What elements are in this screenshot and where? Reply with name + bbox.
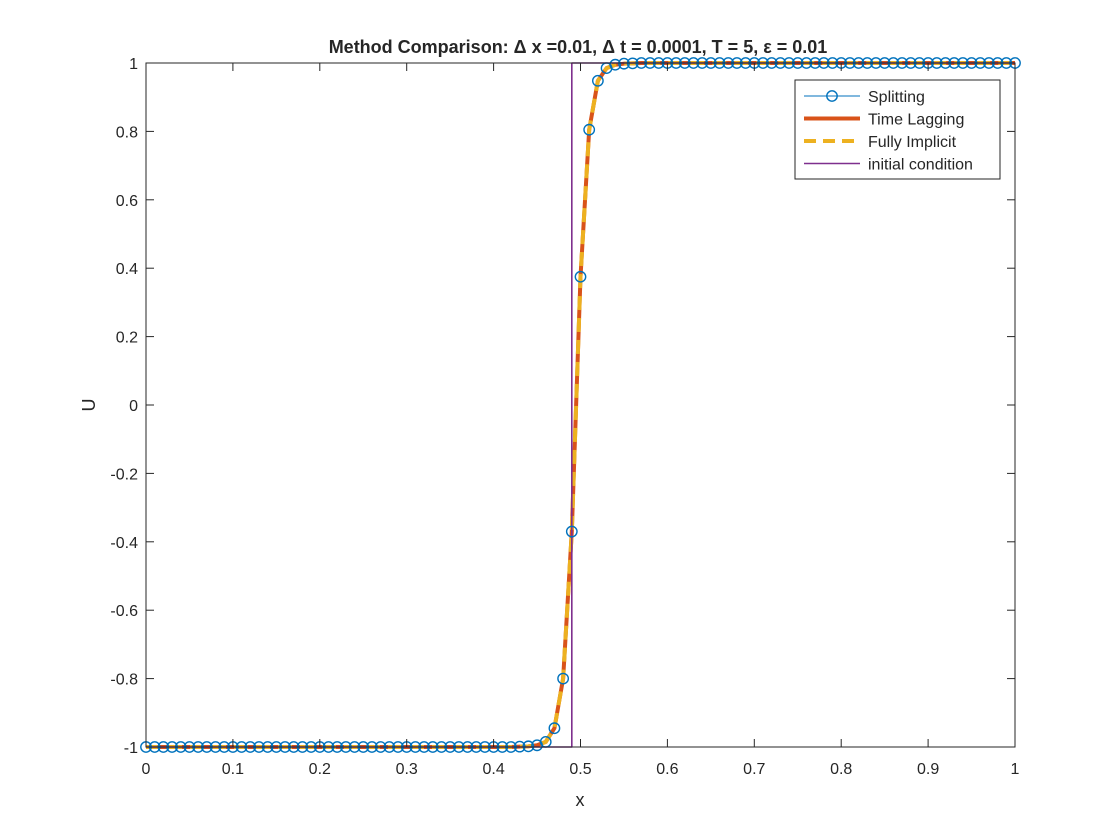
legend-items: Splitting Time Lagging Fully Implicit initi… bbox=[804, 89, 973, 174]
y-tick-label: -0.4 bbox=[110, 535, 138, 552]
y-tick-label: 0 bbox=[129, 398, 138, 415]
data-point bbox=[557, 672, 570, 685]
y-tick-label: 0.4 bbox=[116, 261, 138, 278]
legend-item: Splitting bbox=[804, 89, 925, 106]
y-tick-label: 1 bbox=[129, 56, 138, 73]
y-tick-label: -0.8 bbox=[110, 672, 138, 689]
legend-label: initial condition bbox=[868, 157, 973, 174]
legend-item: Time Lagging bbox=[804, 112, 964, 129]
x-tick-label: 0.8 bbox=[830, 761, 852, 778]
x-tick-label: 0.2 bbox=[309, 761, 331, 778]
y-tick-label: -1 bbox=[124, 740, 138, 757]
x-tick-label: 0.6 bbox=[656, 761, 678, 778]
x-tick-label: 0 bbox=[142, 761, 151, 778]
y-tick-label: 0.6 bbox=[116, 193, 138, 210]
data-point bbox=[591, 74, 604, 87]
y-axis-label: U bbox=[79, 399, 99, 412]
data-point bbox=[618, 57, 630, 70]
legend: Splitting Time Lagging Fully Implicit initi… bbox=[794, 79, 1001, 180]
data-point bbox=[565, 525, 578, 538]
y-tick-label: -0.2 bbox=[110, 466, 138, 483]
x-tick-label: 0.5 bbox=[569, 761, 591, 778]
y-tick-label: -0.6 bbox=[110, 603, 138, 620]
data-point bbox=[609, 58, 622, 71]
x-tick-label: 0.1 bbox=[222, 761, 244, 778]
ticks-layer: 0 0.1 0.2 0.3 0.4 0.5 0.6 0.7 0.8 0.9 1 -1 -0.8 -0.6 -… bbox=[110, 56, 1019, 778]
data-point bbox=[583, 123, 596, 136]
x-tick-label: 0.3 bbox=[396, 761, 418, 778]
x-tick-label: 0.7 bbox=[743, 761, 765, 778]
legend-item: Fully Implicit bbox=[804, 134, 957, 151]
chart-title: Method Comparison: Δ x =0.01, Δ t = 0.00… bbox=[329, 37, 828, 57]
legend-label: Splitting bbox=[868, 89, 925, 106]
x-tick-label: 1 bbox=[1011, 761, 1020, 778]
legend-item: initial condition bbox=[804, 157, 973, 174]
x-axis-label: x bbox=[576, 790, 585, 810]
y-tick-label: 0.2 bbox=[116, 330, 138, 347]
x-tick-label: 0.4 bbox=[482, 761, 504, 778]
data-point bbox=[548, 722, 561, 735]
legend-label: Fully Implicit bbox=[868, 134, 957, 151]
data-point bbox=[574, 270, 587, 283]
legend-label: Time Lagging bbox=[868, 112, 964, 129]
y-tick-label: 0.8 bbox=[116, 124, 138, 141]
legend-marker bbox=[826, 90, 838, 102]
data-point bbox=[522, 740, 535, 753]
x-tick-label: 0.9 bbox=[917, 761, 939, 778]
